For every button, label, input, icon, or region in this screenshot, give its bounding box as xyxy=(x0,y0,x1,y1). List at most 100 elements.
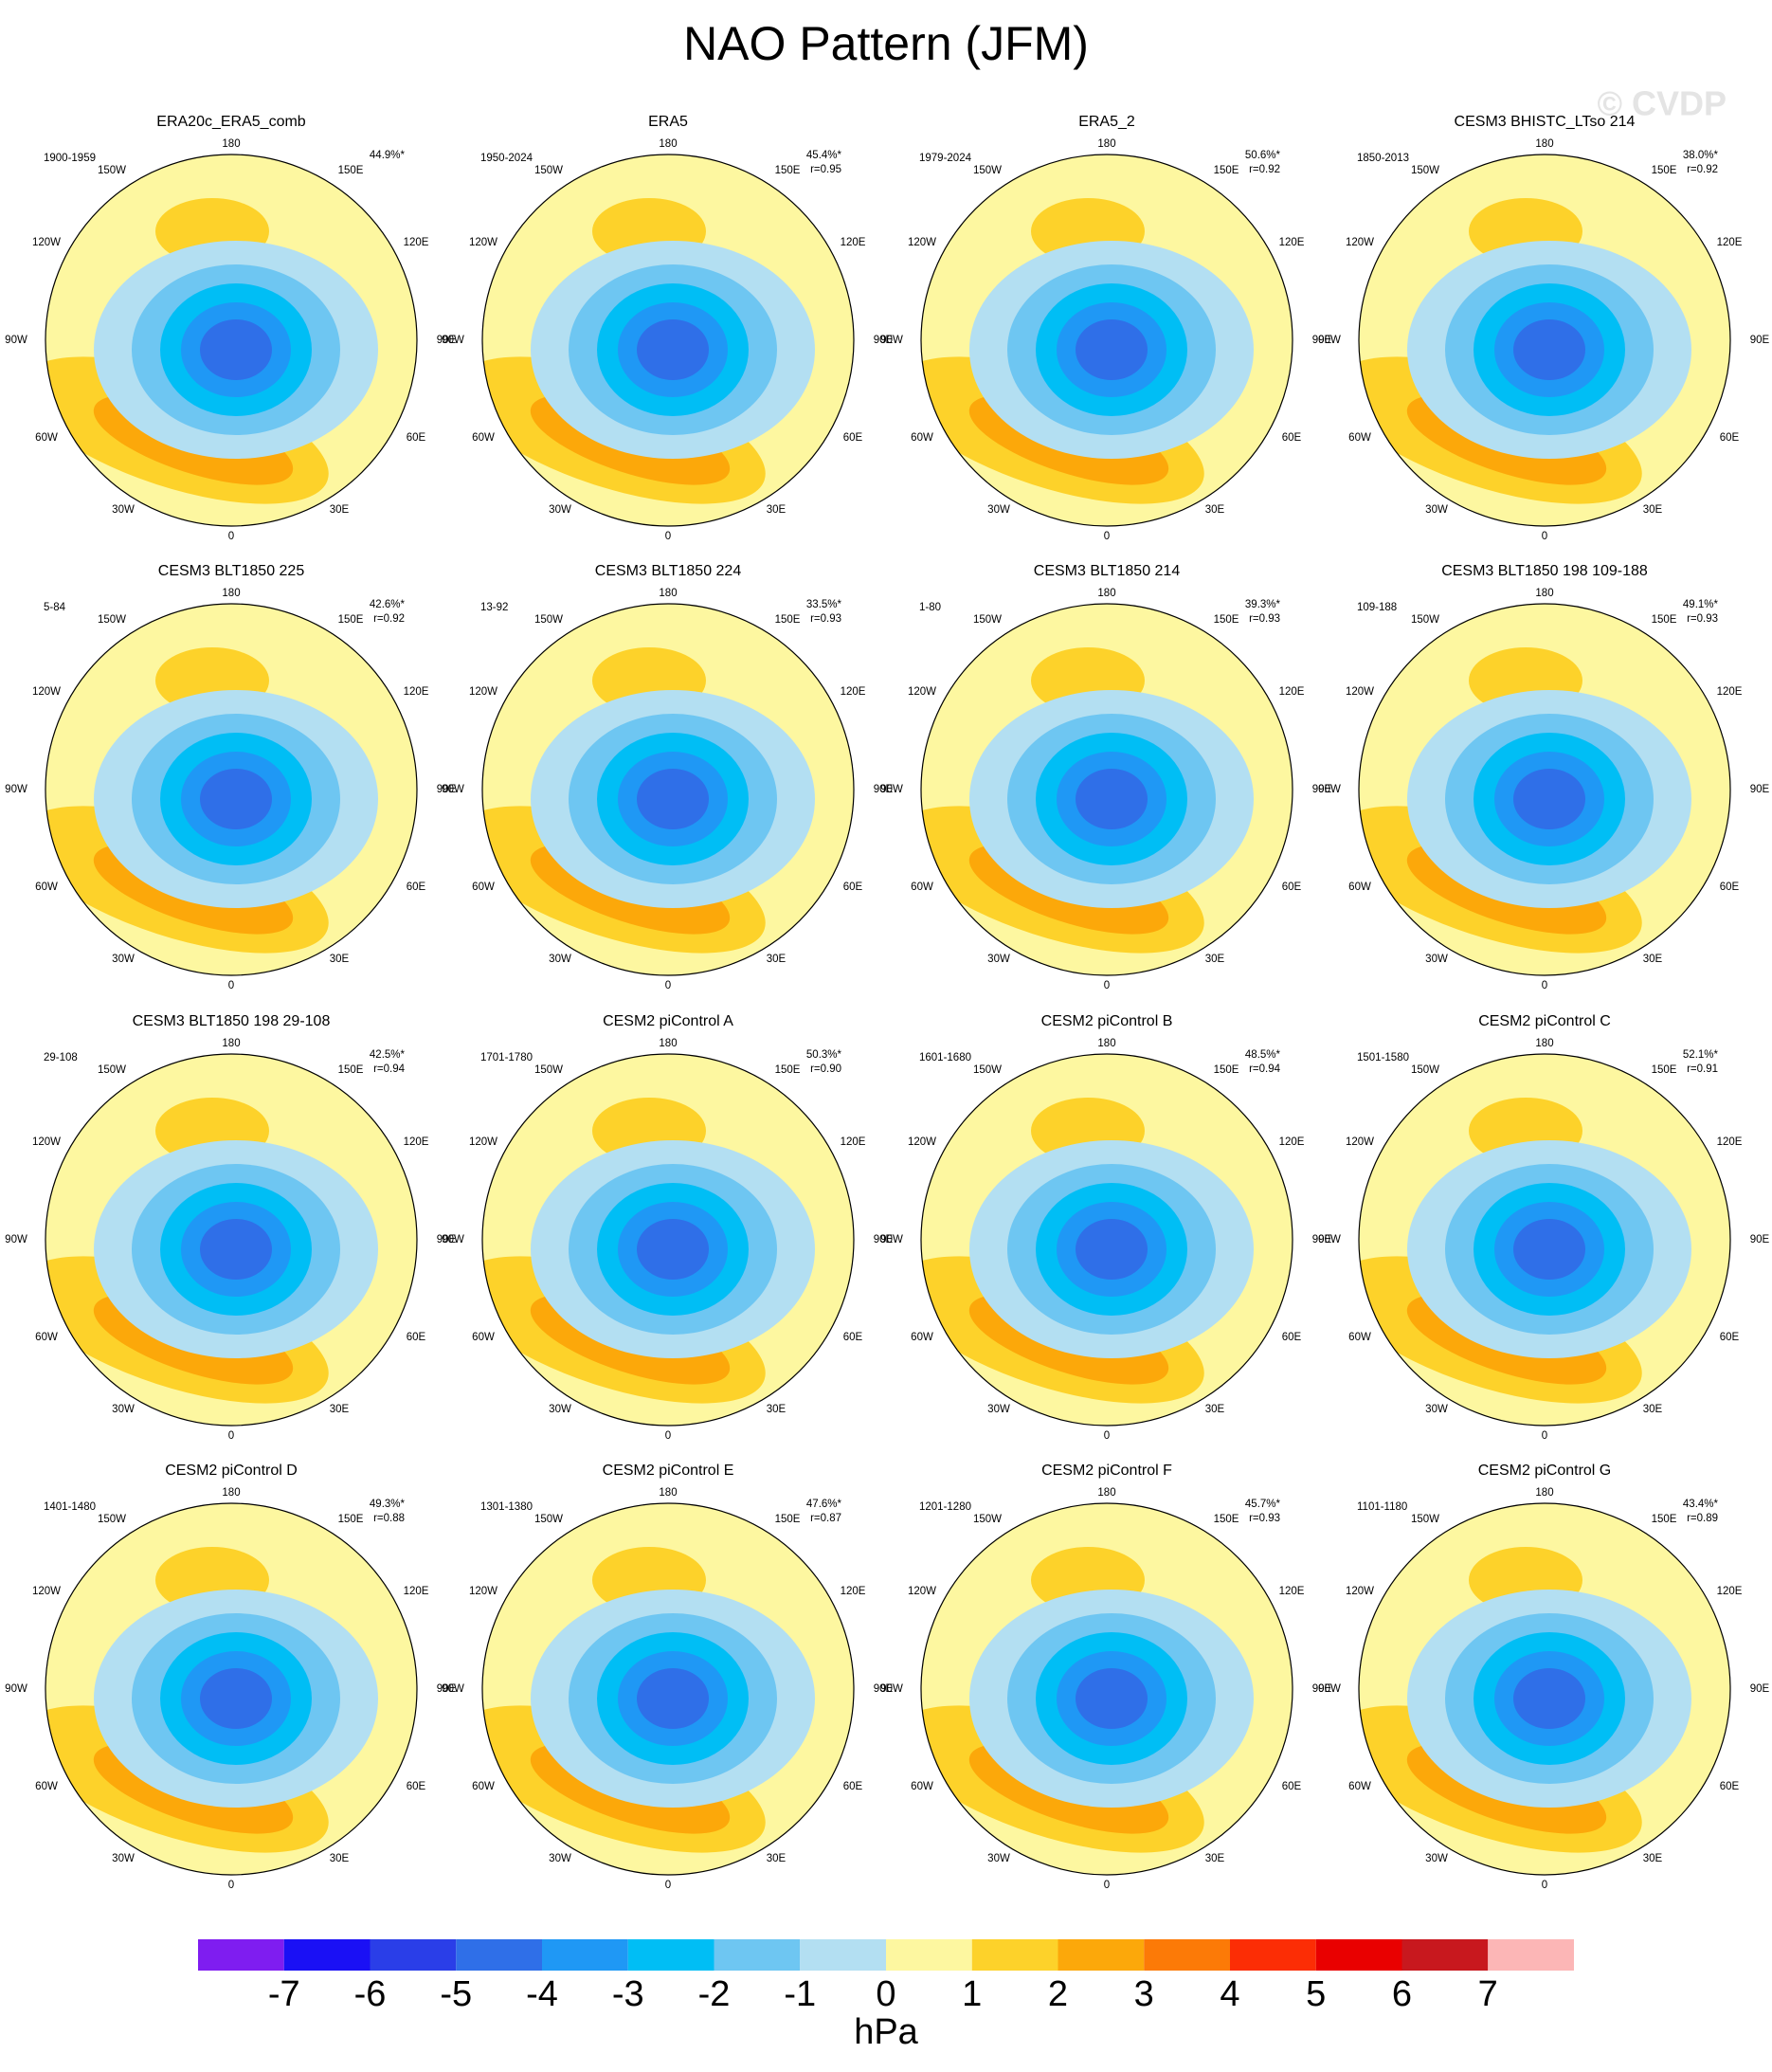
field-neg xyxy=(200,769,272,829)
lon-label: 30W xyxy=(1425,1853,1448,1864)
map-panel: CESM2 piControl D 1401-1480 49.3%* r=0.88 18… xyxy=(5,1463,456,1891)
lon-label: 150W xyxy=(534,165,563,176)
lon-label: 180 xyxy=(1097,1038,1115,1049)
map-panel: CESM2 piControl A 1701-1780 50.3%* r=0.90 18… xyxy=(442,1013,893,1442)
lon-label: 60W xyxy=(35,432,58,444)
lon-label: 120W xyxy=(1346,1136,1374,1148)
lon-label: 0 xyxy=(1542,980,1547,991)
lon-label: 90E xyxy=(437,784,457,795)
colorbar-box xyxy=(1230,1939,1316,1971)
colorbar-label: -2 xyxy=(698,1974,731,2014)
lon-label: 120W xyxy=(1346,1586,1374,1597)
lon-label: 120E xyxy=(1717,686,1743,698)
panel-period: 1301-1380 xyxy=(480,1501,533,1513)
lon-label: 120E xyxy=(1717,1586,1743,1597)
panel-r: r=0.88 xyxy=(373,1513,405,1524)
lon-label: 30W xyxy=(987,1853,1010,1864)
lon-label: 150E xyxy=(338,1064,364,1076)
lon-label: 120W xyxy=(32,1136,61,1148)
map-field xyxy=(921,1503,1293,1875)
lon-label: 150E xyxy=(338,165,364,176)
lon-label: 30W xyxy=(1425,954,1448,965)
lon-label: 30W xyxy=(549,1853,571,1864)
lon-label: 90W xyxy=(5,335,27,346)
lon-label: 120W xyxy=(1346,237,1374,248)
lon-label: 90W xyxy=(880,1683,903,1695)
lon-label: 60W xyxy=(35,1332,58,1343)
lon-label: 60E xyxy=(1282,432,1302,444)
field-neg xyxy=(1513,319,1585,380)
lon-label: 150E xyxy=(1214,614,1239,626)
map-field xyxy=(45,1054,417,1426)
map-field xyxy=(1359,1503,1730,1875)
lon-label: 90E xyxy=(1750,335,1770,346)
lon-label: 120W xyxy=(32,1586,61,1597)
lon-label: 180 xyxy=(222,1038,240,1049)
lon-label: 30E xyxy=(1643,954,1663,965)
lon-label: 60E xyxy=(1282,1332,1302,1343)
map-panel: CESM2 piControl B 1601-1680 48.5%* r=0.94 18… xyxy=(880,1013,1331,1442)
lon-label: 120E xyxy=(841,237,866,248)
lon-label: 120E xyxy=(404,686,429,698)
lon-label: 60E xyxy=(1282,1781,1302,1792)
lon-label: 60E xyxy=(843,1781,863,1792)
lon-label: 180 xyxy=(659,1038,677,1049)
lon-label: 60E xyxy=(1720,1332,1740,1343)
lon-label: 180 xyxy=(659,588,677,599)
panel-period: 1979-2024 xyxy=(919,153,972,164)
lon-label: 30W xyxy=(1425,1404,1448,1415)
lon-label: 150W xyxy=(98,165,126,176)
lon-label: 90E xyxy=(874,335,894,346)
colorbar-label: 3 xyxy=(1134,1974,1154,2014)
panel-period: 5-84 xyxy=(44,602,66,613)
panel-r: r=0.93 xyxy=(1249,1513,1280,1524)
colorbar-box xyxy=(198,1939,284,1971)
map-field xyxy=(482,1503,854,1875)
lon-label: 30E xyxy=(1643,1853,1663,1864)
panel-r: r=0.95 xyxy=(810,164,841,175)
panel-pct: 44.9%* xyxy=(370,150,406,161)
lon-label: 0 xyxy=(1542,531,1547,542)
panel-period: 13-92 xyxy=(480,602,508,613)
lon-label: 30W xyxy=(987,954,1010,965)
panel-title: CESM3 BLT1850 224 xyxy=(595,563,742,579)
panel-pct: 38.0%* xyxy=(1683,150,1719,161)
panel-title: ERA20c_ERA5_comb xyxy=(156,114,306,130)
figure-title: NAO Pattern (JFM) xyxy=(683,17,1089,70)
lon-label: 90W xyxy=(442,784,464,795)
lon-label: 120E xyxy=(841,1586,866,1597)
lon-label: 120W xyxy=(469,1136,497,1148)
map-field xyxy=(482,604,854,975)
lon-label: 90E xyxy=(437,1234,457,1245)
map-border xyxy=(920,603,1293,976)
lon-label: 0 xyxy=(1542,1880,1547,1891)
lon-label: 120E xyxy=(1279,1586,1305,1597)
lon-label: 150E xyxy=(1652,1064,1677,1076)
lon-label: 60E xyxy=(843,1332,863,1343)
panel-r: r=0.87 xyxy=(810,1513,841,1524)
lon-label: 180 xyxy=(222,138,240,150)
lon-label: 90E xyxy=(1312,335,1332,346)
map-border xyxy=(1358,1053,1731,1427)
panel-title: CESM2 piControl B xyxy=(1041,1013,1173,1029)
lon-label: 90W xyxy=(1318,335,1341,346)
lon-label: 120E xyxy=(404,1136,429,1148)
lon-label: 60W xyxy=(472,432,495,444)
lon-label: 120W xyxy=(908,1136,936,1148)
lon-label: 180 xyxy=(659,1487,677,1499)
lon-label: 120E xyxy=(1279,237,1305,248)
map-border xyxy=(1358,154,1731,527)
lon-label: 150W xyxy=(973,165,1002,176)
panel-r: r=0.92 xyxy=(1687,164,1718,175)
lon-label: 150W xyxy=(1411,1064,1439,1076)
panel-pct: 45.4%* xyxy=(806,150,842,161)
field-neg xyxy=(637,319,709,380)
lon-label: 150W xyxy=(973,1064,1002,1076)
panel-title: CESM2 piControl D xyxy=(165,1463,298,1479)
lon-label: 180 xyxy=(1097,588,1115,599)
lon-label: 180 xyxy=(1535,138,1553,150)
colorbar-box xyxy=(1401,1939,1489,1971)
panel-pct: 47.6%* xyxy=(806,1499,842,1510)
lon-label: 90E xyxy=(874,1683,894,1695)
colorbar-box xyxy=(283,1939,371,1971)
